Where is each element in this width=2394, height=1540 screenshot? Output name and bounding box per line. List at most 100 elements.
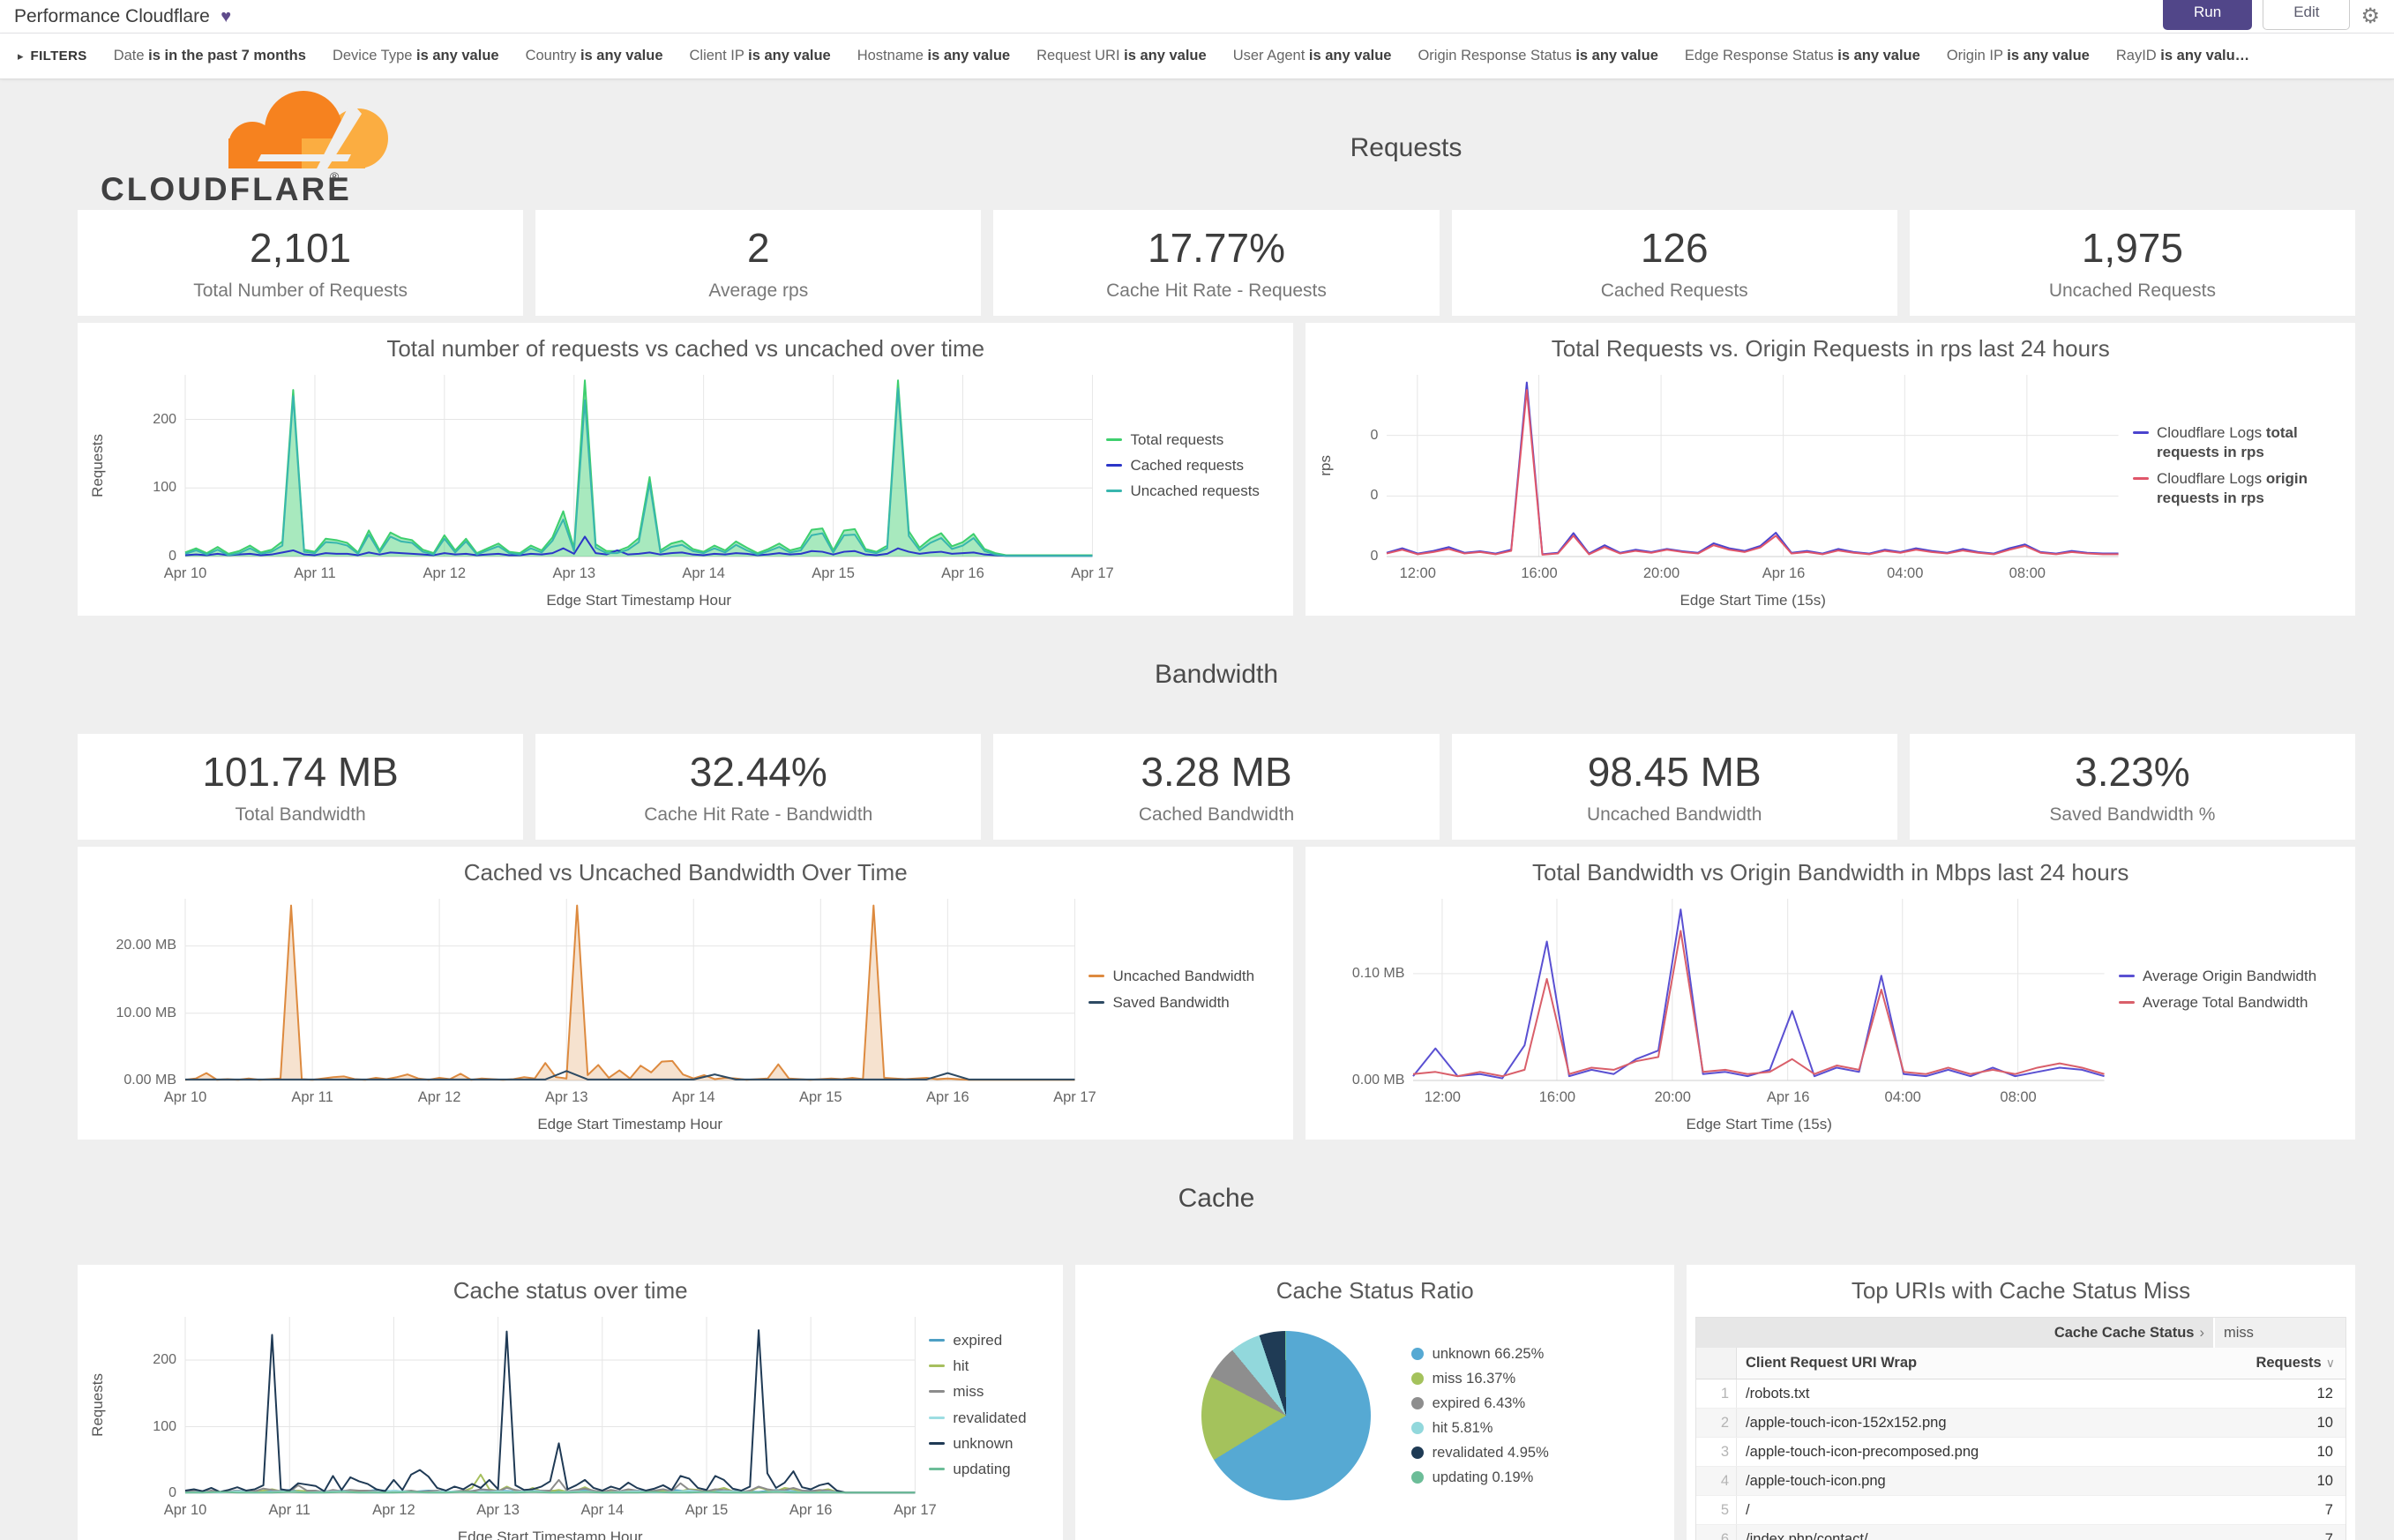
chart-bandwidth-over-time: Cached vs Uncached Bandwidth Over Time 0…	[78, 847, 1294, 1140]
chart-title: Cache status over time	[453, 1277, 688, 1304]
plot-area[interactable]: Apr 10 Apr 11 Apr 12 Apr 13 Apr 14 Apr 15 Apr …	[164, 1317, 937, 1518]
legend-item[interactable]: Uncached Bandwidth	[1089, 967, 1284, 986]
chart-legend: Uncached Bandwidth Saved Bandwidth	[1074, 899, 1284, 1080]
edit-button[interactable]: Edit	[2263, 0, 2351, 30]
filter-item[interactable]: Request URI is any value	[1036, 48, 1207, 64]
legend-item[interactable]: Cloudflare Logs origin requests in rps	[2133, 469, 2346, 508]
filter-item[interactable]: Date is in the past 7 months	[114, 48, 306, 64]
y-tick-label: 0	[1370, 427, 1379, 443]
pie-legend-label: updating 0.19%	[1432, 1469, 1534, 1485]
row-number: 3	[1696, 1438, 1738, 1466]
chart-legend: Total requests Cached requests Uncached re…	[1092, 375, 1284, 557]
legend-item[interactable]: expired	[929, 1331, 1054, 1350]
filter-item[interactable]: Origin IP is any value	[1947, 48, 2090, 64]
pie-legend-item[interactable]: revalidated 4.95%	[1410, 1444, 1549, 1462]
pie-legend-item[interactable]: miss 16.37%	[1410, 1370, 1549, 1387]
pie-legend: unknown 66.25% miss 16.37% expired 6.43% hi…	[1410, 1346, 1549, 1486]
legend-item[interactable]: Cloudflare Logs total requests in rps	[2133, 423, 2346, 462]
filter-item[interactable]: Country is any value	[526, 48, 663, 64]
x-tick-label: Apr 16	[926, 1089, 969, 1105]
pie-body: unknown 66.25% miss 16.37% expired 6.43% hi…	[1084, 1331, 1665, 1500]
chart-bandwidth-24h: Total Bandwidth vs Origin Bandwidth in M…	[1305, 847, 2355, 1140]
kpi-value: 2,101	[250, 225, 352, 271]
pie-legend-label: miss 16.37%	[1432, 1370, 1516, 1387]
filters-toggle[interactable]: ▸ FILTERS	[18, 49, 87, 64]
pie-legend-item[interactable]: unknown 66.25%	[1410, 1346, 1549, 1363]
kpi-label: Cache Hit Rate - Bandwidth	[644, 804, 873, 825]
plot-area[interactable]: Apr 10 Apr 11 Apr 12 Apr 13 Apr 14 Apr 15 Apr …	[164, 899, 1096, 1105]
y-axis-label: rps	[1317, 455, 1335, 476]
legend-item[interactable]: Cached requests	[1106, 456, 1284, 475]
kpi-label: Total Number of Requests	[193, 280, 408, 301]
chart-legend: Cloudflare Logs total requests in rps Clo…	[2119, 375, 2346, 557]
legend-label: Saved Bandwidth	[1112, 993, 1230, 1011]
legend-label: Average Origin Bandwidth	[2143, 968, 2317, 985]
y-tick-label: 0	[168, 1485, 176, 1500]
filter-item[interactable]: User Agent is any value	[1233, 48, 1392, 64]
svg-text:CLOUDFLARE: CLOUDFLARE	[101, 171, 352, 204]
cache-row: Cache status over time Requests 0 100 200 …	[78, 1265, 2355, 1540]
kpi-label: Average rps	[708, 280, 809, 301]
kpi-card: 98.45 MB Uncached Bandwidth	[1451, 734, 1897, 840]
table-row[interactable]: 4/apple-touch-icon.png 10	[1696, 1467, 2345, 1496]
legend-label-bold: origin requests in rps	[2157, 469, 2308, 506]
kpi-value: 101.74 MB	[202, 749, 399, 795]
filter-item[interactable]: Device Type is any value	[333, 48, 499, 64]
filter-field: Device Type	[332, 48, 417, 64]
pie-legend-item[interactable]: hit 5.81%	[1410, 1420, 1549, 1437]
pie-legend-swatch	[1410, 1397, 1424, 1409]
table-row[interactable]: 6/index.php/contact/7	[1696, 1525, 2345, 1540]
y-tick-label: 0.00 MB	[1351, 1073, 1405, 1088]
table-row[interactable]: 2/apple-touch-icon-152x152.png 10	[1696, 1409, 2345, 1438]
kpi-value: 32.44%	[689, 749, 827, 795]
row-number: 1	[1696, 1379, 1738, 1408]
legend-label: revalidated	[953, 1409, 1027, 1426]
col-header-requests[interactable]: Requests ∨	[2256, 1355, 2335, 1371]
table-row[interactable]: 5 / 7	[1696, 1496, 2345, 1525]
run-button[interactable]: Run	[2163, 0, 2253, 30]
table-row[interactable]: 3/apple-touch-icon-precomposed.png 10	[1696, 1438, 2345, 1467]
pie-chart[interactable]	[1201, 1331, 1371, 1500]
row-number-header	[1696, 1348, 1738, 1379]
legend-item[interactable]: Average Origin Bandwidth	[2119, 967, 2346, 986]
pie-legend-item[interactable]: expired 6.43%	[1410, 1395, 1549, 1412]
filter-condition: is any value	[416, 48, 499, 64]
plot-area[interactable]: 12:00 16:00 20:00 Apr 16 04:00 08:00	[1413, 899, 2105, 1105]
pie-legend-label: revalidated 4.95%	[1432, 1444, 1549, 1461]
filter-item[interactable]: Origin Response Status is any value	[1418, 48, 1657, 64]
pie-legend-item[interactable]: updating 0.19%	[1410, 1469, 1549, 1486]
kpi-label: Total Bandwidth	[235, 804, 366, 825]
row-requests: 10	[2316, 1472, 2333, 1489]
filter-item[interactable]: RayID is any valu…	[2116, 48, 2249, 64]
legend-item[interactable]: revalidated	[929, 1409, 1054, 1428]
table-title: Top URIs with Cache Status Miss	[1851, 1277, 2191, 1304]
plot-area[interactable]: Apr 10 Apr 11 Apr 12 Apr 13 Apr 14 Apr 15 Apr …	[164, 375, 1114, 581]
legend-item[interactable]: updating	[929, 1460, 1054, 1479]
legend-item[interactable]: miss	[929, 1382, 1054, 1402]
legend-swatch	[929, 1390, 946, 1394]
table-row[interactable]: 1/robots.txt 12	[1696, 1379, 2345, 1409]
x-tick-label: Apr 15	[685, 1502, 729, 1518]
legend-item[interactable]: hit	[929, 1357, 1054, 1376]
x-tick-label: Apr 12	[372, 1502, 415, 1518]
row-number: 2	[1696, 1409, 1738, 1437]
pie-legend-swatch	[1410, 1348, 1424, 1360]
legend-label-bold: total requests in rps	[2157, 424, 2298, 461]
legend-item[interactable]: Total requests	[1106, 430, 1284, 450]
pivot-value: miss	[2212, 1318, 2345, 1348]
legend-item[interactable]: Uncached requests	[1106, 482, 1284, 501]
filter-item[interactable]: Client IP is any value	[690, 48, 831, 64]
filter-item[interactable]: Hostname is any value	[857, 48, 1010, 64]
legend-label: Cached requests	[1130, 456, 1244, 474]
legend-item[interactable]: Average Total Bandwidth	[2119, 993, 2346, 1013]
legend-swatch	[929, 1441, 946, 1445]
filter-item[interactable]: Edge Response Status is any value	[1685, 48, 1920, 64]
legend-item[interactable]: unknown	[929, 1434, 1054, 1454]
pivot-header[interactable]: Cache Cache Status ›	[2054, 1324, 2204, 1341]
col-header-uri[interactable]: Client Request URI Wrap	[1746, 1355, 1918, 1371]
chart-title: Cache Status Ratio	[1276, 1277, 1474, 1304]
plot-area[interactable]: 12:00 16:00 20:00 Apr 16 04:00 08:00	[1387, 375, 2119, 581]
gear-icon[interactable]: ⚙	[2360, 4, 2380, 28]
y-tick-label: 200	[153, 1352, 176, 1368]
legend-item[interactable]: Saved Bandwidth	[1089, 993, 1284, 1013]
